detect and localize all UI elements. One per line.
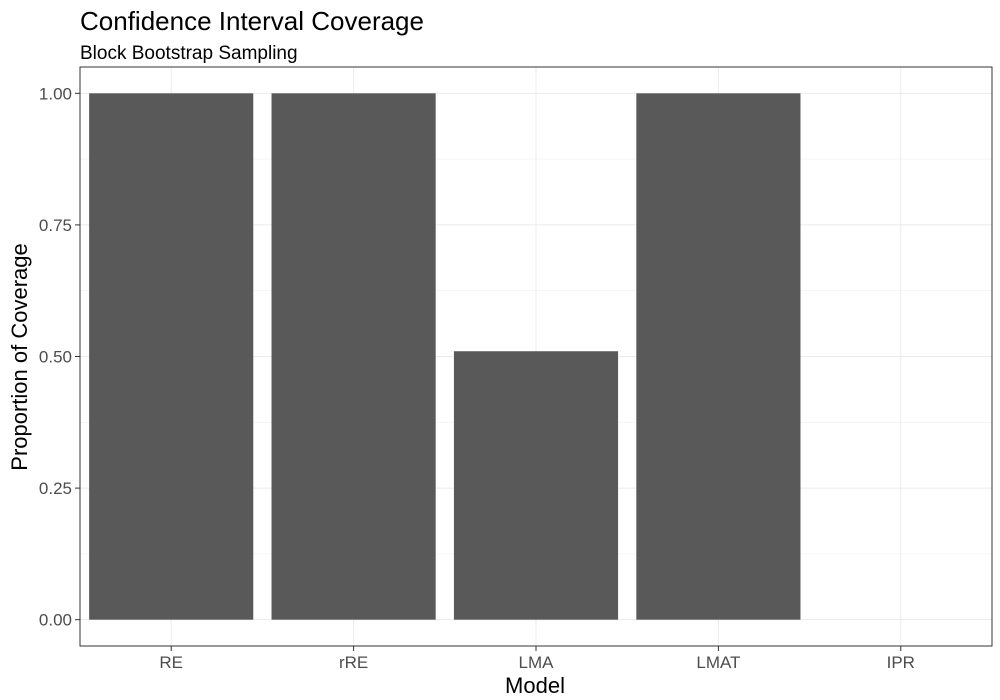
- bar-lmat: [636, 93, 801, 620]
- y-tick-label: 0.50: [39, 348, 72, 367]
- bars: [89, 93, 801, 620]
- y-axis-title: Proportion of Coverage: [7, 243, 32, 470]
- x-tick-label: LMAT: [696, 653, 740, 672]
- x-tick-label: RE: [159, 653, 183, 672]
- y-tick-label: 0.00: [39, 611, 72, 630]
- x-axis-title: Model: [505, 673, 565, 698]
- x-tick-label: IPR: [887, 653, 915, 672]
- chart-title: Confidence Interval Coverage: [80, 6, 424, 36]
- y-tick-label: 1.00: [39, 84, 72, 103]
- y-tick-label: 0.25: [39, 479, 72, 498]
- x-tick-label: LMA: [519, 653, 555, 672]
- x-tick-label: rRE: [339, 653, 368, 672]
- chart-subtitle: Block Bootstrap Sampling: [80, 43, 298, 64]
- bar-rre: [271, 93, 436, 620]
- x-axis: RE rRE LMA LMAT IPR: [159, 646, 915, 672]
- y-tick-label: 0.75: [39, 216, 72, 235]
- bar-re: [89, 93, 254, 620]
- y-axis: 0.00 0.25 0.50 0.75 1.00: [39, 84, 80, 630]
- bar-lma: [453, 351, 619, 620]
